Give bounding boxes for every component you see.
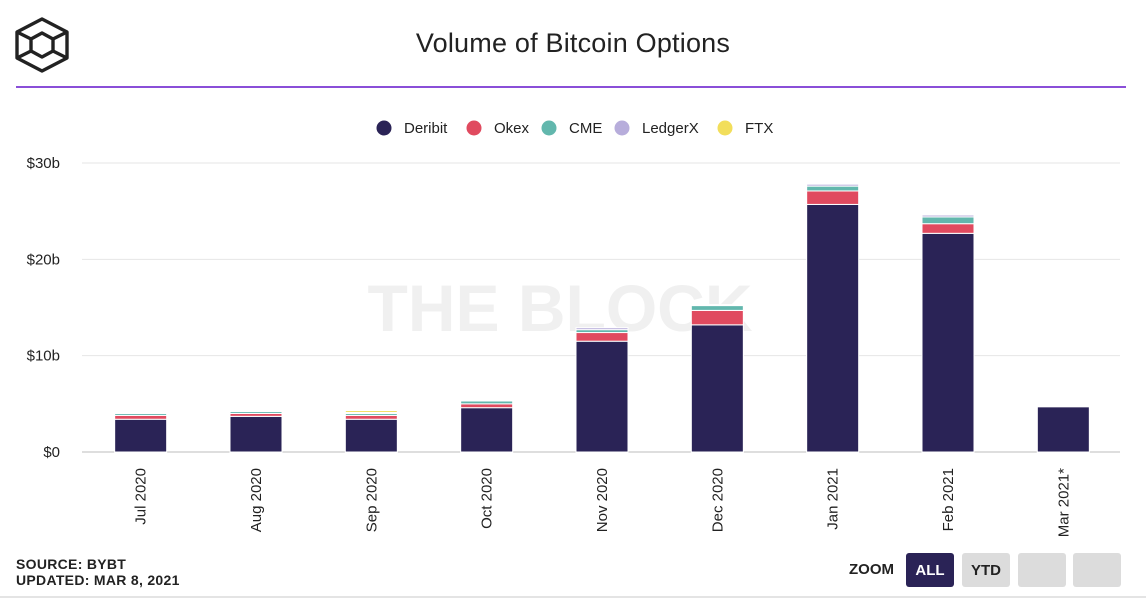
bar-segment: [229, 415, 283, 453]
bitcoin-options-chart: Deribit Okex CME LedgerX FTX $0$10b$20b$30b …: [27, 120, 1120, 537]
chart-legend: Deribit Okex CME LedgerX FTX: [376, 120, 773, 137]
bar-segment: [344, 410, 398, 414]
bar-segment: [921, 223, 975, 234]
x-axis-labels: Jul 2020 Aug 2020 Sep 2020 Oct 2020 Nov 2020…: [133, 468, 1073, 537]
bar-segment: [1036, 406, 1090, 453]
bar-segment: [690, 304, 744, 307]
bar-segment: [690, 324, 744, 453]
bar-segment: [114, 414, 168, 420]
bar-segment: [460, 403, 514, 409]
bar-segment: [344, 418, 398, 453]
bar-segment: [806, 183, 860, 187]
bottom-rule: [0, 596, 1146, 598]
zoom-all-button[interactable]: ALL: [906, 553, 954, 587]
bar-segment: [806, 185, 860, 192]
bar-segment: [460, 407, 514, 453]
bar-segment: [1036, 403, 1090, 406]
bar-segment: [806, 203, 860, 453]
x-tick-label: Jan 2021: [825, 468, 842, 530]
legend-label: CME: [569, 120, 602, 137]
updated-text: UPDATED: MAR 8, 2021: [16, 572, 180, 588]
x-tick-label: Feb 2021: [940, 468, 957, 531]
y-tick-label: $30b: [27, 155, 60, 172]
zoom-button-4[interactable]: [1073, 553, 1121, 587]
the-block-logo-icon: [14, 16, 70, 74]
bar-segment: [575, 327, 629, 331]
bar-segment: [921, 214, 975, 218]
bar-segment: [575, 340, 629, 453]
bar-segment: [575, 332, 629, 342]
header-divider: [16, 86, 1126, 88]
chart-bars: [114, 183, 1090, 453]
x-tick-label: Dec 2020: [709, 468, 726, 532]
zoom-button-3[interactable]: [1018, 553, 1066, 587]
legend-marker: [614, 120, 630, 136]
legend-label: Okex: [494, 120, 530, 137]
bar-segment: [460, 399, 514, 402]
legend-marker: [376, 120, 392, 136]
x-tick-label: Sep 2020: [363, 468, 380, 532]
chart-header: Volume of Bitcoin Options: [0, 0, 1146, 88]
legend-label: LedgerX: [642, 120, 699, 137]
legend-marker: [466, 120, 482, 136]
x-tick-label: Oct 2020: [479, 468, 496, 529]
y-tick-label: $20b: [27, 251, 60, 268]
bar-segment: [690, 309, 744, 326]
bar-segment: [921, 216, 975, 225]
watermark-text: THE BLOCK: [368, 271, 753, 345]
bar-segment: [690, 305, 744, 311]
chart-title: Volume of Bitcoin Options: [415, 28, 731, 58]
y-tick-label: $0: [43, 444, 60, 461]
source-text: SOURCE: BYBT: [16, 556, 127, 572]
bar-segment: [806, 190, 860, 205]
legend-label: Deribit: [404, 120, 448, 137]
footer-source: SOURCE: BYBT UPDATED: MAR 8, 2021: [16, 556, 180, 588]
legend-marker: [717, 120, 733, 136]
bar-segment: [114, 412, 168, 414]
x-tick-label: Aug 2020: [248, 468, 265, 532]
x-tick-label: Mar 2021*: [1055, 468, 1072, 537]
bar-segment: [921, 232, 975, 453]
zoom-label: ZOOM: [849, 561, 894, 578]
legend-marker: [541, 120, 557, 136]
bar-segment: [114, 418, 168, 453]
bar-segment: [344, 414, 398, 420]
legend-label: FTX: [745, 120, 773, 137]
x-tick-label: Jul 2020: [133, 468, 150, 525]
y-tick-label: $10b: [27, 348, 60, 365]
bar-segment: [229, 410, 283, 413]
x-tick-label: Nov 2020: [594, 468, 611, 532]
zoom-ytd-button[interactable]: YTD: [962, 553, 1010, 587]
